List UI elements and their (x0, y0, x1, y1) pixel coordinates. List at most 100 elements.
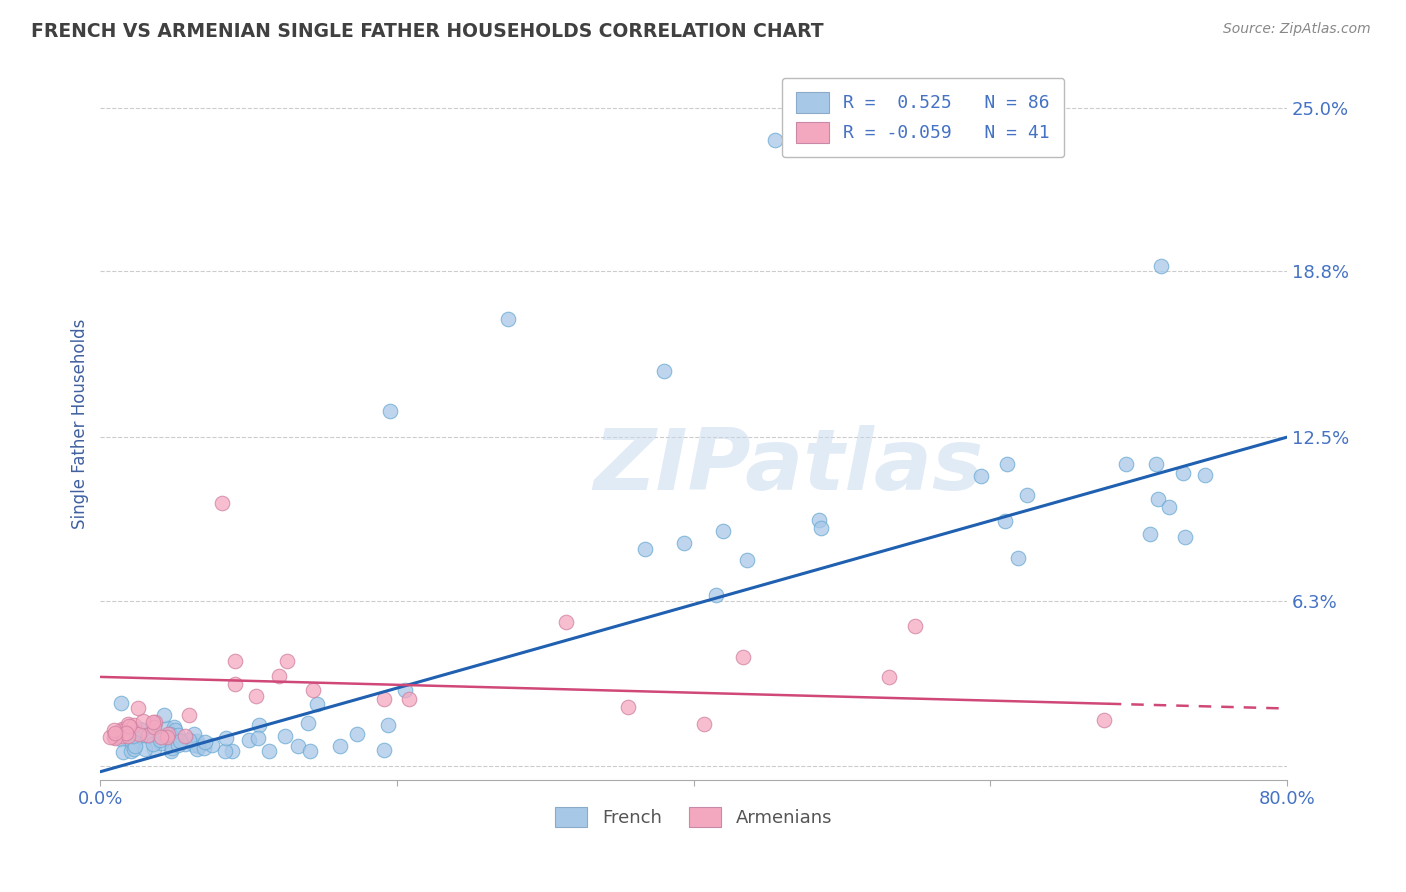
Point (274, 729, 297, 743)
Point (127, 701, 149, 715)
Point (104, 725, 127, 739)
Point (174, 737, 197, 751)
Point (1007, 551, 1029, 566)
Point (118, 719, 141, 733)
Point (152, 708, 174, 723)
Point (110, 696, 132, 710)
Point (298, 744, 321, 758)
Point (1115, 457, 1137, 471)
Point (143, 742, 166, 756)
Point (142, 714, 165, 729)
Point (287, 739, 309, 754)
Point (165, 732, 187, 747)
Point (214, 744, 236, 758)
Text: FRENCH VS ARMENIAN SINGLE FATHER HOUSEHOLDS CORRELATION CHART: FRENCH VS ARMENIAN SINGLE FATHER HOUSEHO… (31, 22, 824, 41)
Point (186, 742, 208, 756)
Point (149, 733, 172, 747)
Point (877, 670, 900, 684)
Point (224, 677, 246, 691)
Point (177, 732, 200, 747)
Point (122, 742, 145, 756)
Point (1015, 488, 1038, 502)
Point (1194, 467, 1216, 482)
Point (156, 721, 179, 735)
Point (763, 133, 786, 147)
Point (373, 743, 395, 757)
Point (211, 496, 233, 510)
Point (118, 727, 141, 741)
Point (731, 650, 754, 665)
Point (159, 734, 181, 748)
Point (276, 654, 298, 668)
Point (994, 514, 1017, 528)
Point (1139, 527, 1161, 541)
Point (167, 728, 190, 742)
Point (398, 692, 420, 706)
Point (115, 725, 138, 739)
Point (810, 521, 832, 535)
Point (103, 723, 125, 738)
Point (143, 715, 166, 730)
Point (904, 618, 927, 632)
Point (111, 729, 134, 743)
Point (128, 726, 150, 740)
Point (215, 731, 238, 746)
Point (247, 731, 270, 746)
Point (136, 729, 159, 743)
Point (1150, 259, 1173, 273)
Point (329, 739, 352, 753)
Point (183, 738, 205, 752)
Point (156, 731, 179, 745)
Point (302, 682, 325, 697)
Point (496, 311, 519, 326)
Point (555, 615, 578, 629)
Point (162, 740, 184, 755)
Point (201, 738, 224, 752)
Point (143, 720, 166, 734)
Point (110, 732, 132, 747)
Point (124, 739, 146, 754)
Point (238, 733, 260, 747)
Point (134, 742, 156, 756)
Point (159, 727, 181, 741)
Point (169, 734, 191, 748)
Point (297, 715, 319, 730)
Point (1144, 457, 1167, 471)
Point (174, 729, 197, 743)
Point (183, 727, 205, 741)
Point (1157, 500, 1180, 514)
Point (995, 457, 1018, 471)
Point (117, 729, 139, 743)
Point (121, 726, 143, 740)
Point (143, 716, 166, 731)
Point (108, 724, 131, 739)
Point (245, 690, 267, 704)
Point (673, 536, 696, 550)
Point (156, 727, 179, 741)
Point (617, 699, 640, 714)
Point (394, 683, 416, 698)
Point (186, 733, 208, 747)
Point (1147, 491, 1170, 506)
Point (346, 727, 368, 741)
Point (1174, 531, 1197, 545)
Y-axis label: Single Father Households: Single Father Households (72, 318, 89, 529)
Point (120, 733, 142, 747)
Point (267, 669, 290, 683)
Point (163, 720, 186, 734)
Point (166, 738, 188, 752)
Point (129, 722, 152, 736)
Point (693, 717, 716, 731)
Point (122, 718, 145, 732)
Point (257, 744, 280, 758)
Point (377, 717, 399, 731)
Point (136, 728, 159, 742)
Point (378, 404, 401, 418)
Point (634, 541, 657, 556)
Point (307, 698, 329, 712)
Point (652, 364, 675, 378)
Point (120, 743, 142, 757)
Point (150, 736, 173, 750)
Point (111, 745, 134, 759)
Point (142, 738, 165, 752)
